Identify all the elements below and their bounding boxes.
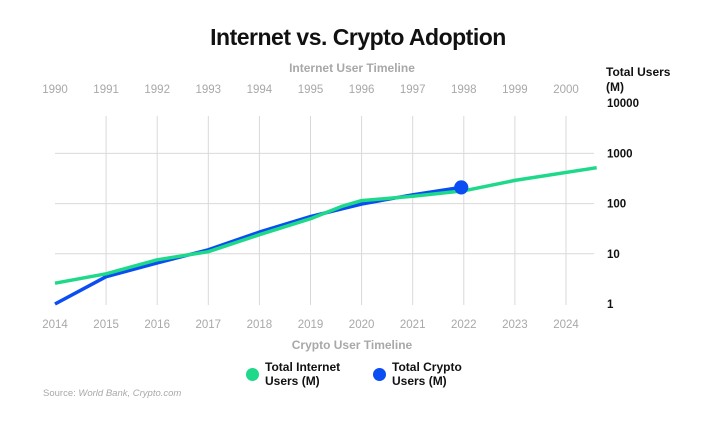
legend-label-internet: Total Internet Users (M): [265, 360, 353, 388]
bottom-axis-title: Crypto User Timeline: [291, 338, 413, 352]
source-prefix: Source:: [43, 388, 79, 399]
legend-item-crypto: Total Crypto Users (M): [373, 360, 480, 388]
x-top-tick-label: 1991: [93, 84, 119, 96]
series-line-crypto: [54, 185, 462, 306]
y-axis-title-line2: (M): [606, 80, 624, 94]
y-tick-label: 1: [607, 299, 614, 311]
x-top-tick-label: 1993: [196, 84, 222, 96]
x-bottom-tick-label: 2021: [400, 319, 426, 331]
y-axis-title-line1: Total Users: [606, 65, 671, 79]
x-top-tick-label: 2000: [553, 84, 579, 96]
x-bottom-tick-label: 2022: [451, 319, 477, 331]
source-text: World Bank, Crypto.com: [78, 388, 182, 399]
x-bottom-tick-label: 2023: [502, 319, 528, 331]
x-top-tick-label: 1995: [298, 84, 324, 96]
legend: Total Internet Users (M) Total Crypto Us…: [246, 360, 480, 388]
y-tick-label: 10: [607, 249, 620, 261]
x-top-tick-label: 1996: [349, 84, 375, 96]
y-tick-label: 100: [607, 199, 626, 211]
x-top-tick-label: 1992: [144, 84, 170, 96]
chart-title: Internet vs. Crypto Adoption: [210, 24, 506, 50]
x-bottom-tick-label: 2015: [93, 319, 119, 331]
x-bottom-tick-label: 2019: [298, 319, 324, 331]
legend-label-crypto: Total Crypto Users (M): [392, 360, 480, 388]
y-tick-label: 1000: [607, 148, 633, 160]
x-top-tick-label: 1999: [502, 84, 528, 96]
x-top-tick-label: 1998: [451, 84, 477, 96]
legend-label-internet-line1: Total Internet: [265, 360, 341, 374]
legend-label-crypto-line1: Total Crypto: [392, 360, 462, 374]
x-bottom-tick-label: 2016: [144, 319, 170, 331]
x-bottom-tick-label: 2018: [247, 319, 273, 331]
x-bottom-tick-label: 2017: [196, 319, 222, 331]
legend-label-internet-line2: Users (M): [265, 374, 320, 388]
x-top-tick-label: 1994: [247, 84, 273, 96]
x-top-tick-label: 1997: [400, 84, 426, 96]
x-bottom-tick-label: 2020: [349, 319, 375, 331]
legend-label-crypto-line2: Users (M): [392, 374, 447, 388]
x-bottom-tick-label: 2014: [42, 319, 68, 331]
legend-item-internet: Total Internet Users (M): [246, 360, 353, 388]
top-axis-title: Internet User Timeline: [289, 61, 415, 75]
y-tick-label: 10000: [607, 98, 639, 110]
crypto-latest-point: [454, 180, 469, 195]
x-bottom-tick-label: 2024: [553, 319, 579, 331]
series-line-internet: [54, 165, 597, 285]
source-note: Source: World Bank, Crypto.com: [43, 388, 181, 399]
x-top-tick-label: 1990: [42, 84, 68, 96]
y-axis-title: Total Users (M): [606, 65, 706, 95]
legend-swatch-internet: [246, 367, 259, 381]
legend-swatch-crypto: [373, 367, 386, 381]
